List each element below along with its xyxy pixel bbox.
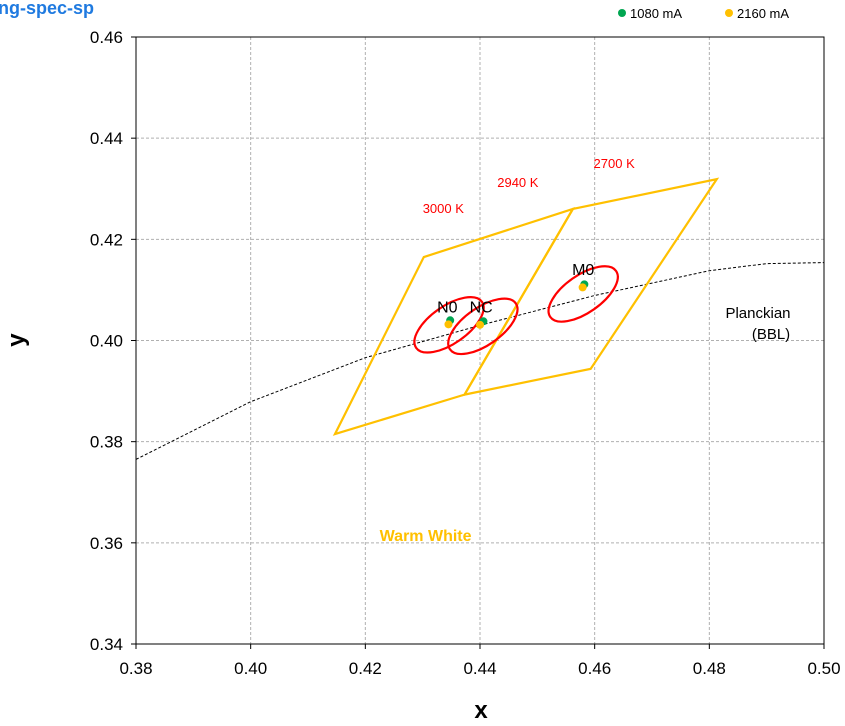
cct-label: 3000 K: [423, 201, 465, 216]
x-tick-label: 0.46: [578, 659, 611, 678]
y-tick-label: 0.40: [90, 332, 123, 351]
legend-label-1080ma: 1080 mA: [630, 6, 682, 21]
gridlines: [136, 37, 824, 644]
axis-ticks: 0.38 0.40 0.42 0.44 0.46 0.48 0.50 0.34 0.36 0.38…: [90, 28, 841, 678]
macadam-ellipse: [447, 297, 519, 356]
legend-marker-1080ma: [618, 9, 626, 17]
zone-label: Warm White: [380, 528, 472, 545]
macadam-ellipses: [413, 265, 619, 356]
x-axis-title: x: [474, 697, 488, 724]
y-tick-label: 0.44: [90, 129, 123, 148]
annotations: N0 NC M0 3000 K 2940 K 2700 K Warm White Planck…: [380, 156, 791, 545]
planckian-label: Planckian: [725, 305, 790, 322]
legend-marker-2160ma: [725, 9, 733, 17]
x-tick-label: 0.38: [119, 659, 152, 678]
bin-quadrangles: [332, 177, 720, 436]
bin-label: N0: [437, 300, 458, 317]
legend-label-2160ma: 2160 mA: [737, 6, 789, 21]
x-tick-label: 0.42: [349, 659, 382, 678]
x-tick-label: 0.48: [693, 659, 726, 678]
bin-label: M0: [572, 262, 594, 279]
cct-label: 2940 K: [497, 175, 539, 190]
y-tick-label: 0.38: [90, 433, 123, 452]
x-tick-label: 0.40: [234, 659, 267, 678]
x-tick-label: 0.50: [807, 659, 840, 678]
chart-title: ng-spec-sp: [0, 0, 94, 18]
y-tick-label: 0.42: [90, 230, 123, 249]
bin-label: NC: [470, 300, 493, 317]
cct-label: 2700 K: [594, 156, 636, 171]
data-point: [444, 320, 453, 329]
legend: 1080 mA 2160 mA: [618, 6, 789, 21]
bin-quadrangle: [462, 177, 720, 397]
macadam-ellipse: [547, 265, 619, 323]
y-tick-label: 0.34: [90, 635, 123, 654]
data-point: [578, 283, 587, 292]
planckian-label-bbl: (BBL): [752, 326, 790, 343]
data-point: [476, 320, 484, 329]
y-tick-label: 0.46: [90, 28, 123, 47]
macadam-ellipse: [413, 296, 485, 354]
y-tick-label: 0.36: [90, 534, 123, 553]
y-axis-title: y: [3, 333, 30, 347]
data-points: [444, 280, 589, 329]
x-tick-label: 0.44: [463, 659, 496, 678]
